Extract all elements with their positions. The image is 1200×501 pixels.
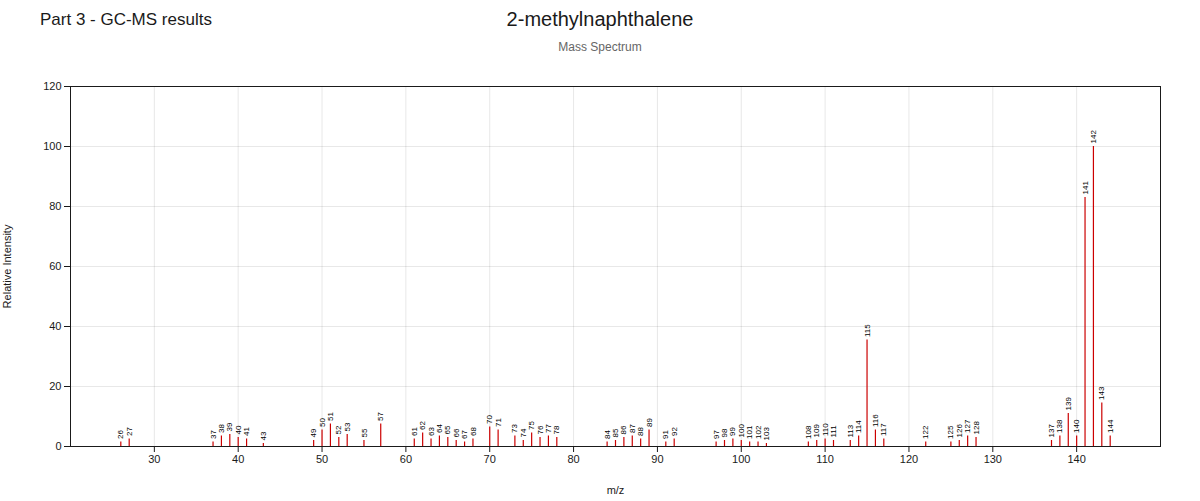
- svg-text:40: 40: [233, 425, 243, 435]
- svg-text:126: 126: [954, 424, 964, 438]
- svg-text:39: 39: [225, 422, 235, 432]
- svg-text:98: 98: [720, 428, 730, 438]
- svg-text:55: 55: [360, 428, 369, 437]
- svg-text:52: 52: [334, 425, 344, 435]
- svg-text:77: 77: [544, 424, 553, 433]
- svg-text:128: 128: [972, 421, 981, 435]
- svg-text:114: 114: [854, 420, 863, 433]
- svg-text:66: 66: [451, 428, 461, 438]
- svg-text:110: 110: [820, 423, 830, 436]
- svg-text:73: 73: [510, 424, 520, 433]
- svg-text:62: 62: [418, 421, 428, 430]
- svg-text:63: 63: [426, 427, 436, 436]
- svg-text:87: 87: [627, 424, 637, 433]
- html-text:Mass Spectrum: Mass Spectrum: [558, 40, 642, 54]
- svg-text:40: 40: [49, 320, 61, 332]
- svg-text:110: 110: [816, 453, 834, 465]
- svg-text:108: 108: [803, 425, 813, 439]
- svg-text:m/z: m/z: [607, 484, 625, 496]
- svg-text:37: 37: [208, 430, 218, 439]
- svg-text:65: 65: [443, 425, 453, 435]
- svg-text:80: 80: [49, 200, 61, 212]
- svg-text:40: 40: [232, 453, 244, 465]
- svg-text:140: 140: [1067, 453, 1085, 465]
- svg-text:49: 49: [309, 428, 318, 437]
- svg-text:20: 20: [49, 380, 61, 392]
- svg-text:97: 97: [711, 430, 721, 439]
- svg-text:102: 102: [753, 425, 763, 439]
- svg-text:26: 26: [116, 430, 126, 439]
- svg-text:60: 60: [49, 260, 61, 272]
- svg-text:0: 0: [55, 440, 61, 452]
- svg-text:50: 50: [317, 418, 327, 427]
- svg-text:103: 103: [762, 427, 771, 441]
- svg-text:127: 127: [963, 419, 973, 433]
- svg-text:100: 100: [43, 140, 61, 152]
- svg-text:71: 71: [494, 418, 503, 427]
- html-text:Part 3 - GC-MS results: Part 3 - GC-MS results: [40, 10, 212, 29]
- svg-text:120: 120: [43, 80, 61, 92]
- svg-text:64: 64: [435, 424, 444, 433]
- svg-text:139: 139: [1064, 397, 1073, 411]
- svg-text:88: 88: [636, 427, 646, 436]
- svg-text:38: 38: [217, 424, 226, 433]
- svg-text:75: 75: [527, 421, 537, 430]
- svg-text:70: 70: [485, 415, 495, 424]
- svg-text:101: 101: [745, 425, 755, 439]
- svg-text:74: 74: [518, 428, 528, 438]
- svg-text:100: 100: [732, 453, 750, 465]
- svg-text:116: 116: [871, 414, 880, 427]
- svg-text:78: 78: [552, 425, 561, 434]
- svg-text:57: 57: [376, 412, 385, 421]
- svg-text:109: 109: [812, 424, 822, 438]
- svg-text:122: 122: [921, 425, 930, 439]
- svg-text:41: 41: [242, 427, 251, 436]
- svg-text:85: 85: [611, 428, 621, 438]
- svg-text:92: 92: [670, 427, 679, 436]
- svg-text:111: 111: [829, 425, 838, 438]
- svg-text:100: 100: [736, 424, 746, 438]
- svg-text:140: 140: [1072, 419, 1081, 433]
- svg-text:61: 61: [409, 427, 419, 436]
- svg-text:113: 113: [845, 424, 855, 438]
- svg-text:130: 130: [984, 453, 1002, 465]
- svg-text:125: 125: [946, 425, 956, 439]
- svg-text:91: 91: [661, 430, 671, 439]
- svg-text:60: 60: [400, 453, 412, 465]
- svg-text:51: 51: [326, 412, 335, 421]
- svg-text:89: 89: [645, 418, 654, 427]
- svg-text:120: 120: [900, 453, 918, 465]
- svg-text:67: 67: [460, 430, 470, 439]
- svg-text:115: 115: [863, 324, 872, 337]
- svg-text:68: 68: [469, 427, 478, 436]
- svg-text:76: 76: [535, 425, 545, 435]
- svg-text:141: 141: [1081, 181, 1090, 195]
- svg-text:86: 86: [619, 425, 629, 435]
- svg-text:142: 142: [1089, 130, 1098, 144]
- html-text:2-methylnaphthalene: 2-methylnaphthalene: [506, 8, 694, 30]
- svg-text:84: 84: [602, 430, 612, 439]
- svg-text:143: 143: [1097, 386, 1106, 400]
- svg-text:Relative Intensity: Relative Intensity: [1, 224, 13, 308]
- svg-text:43: 43: [259, 431, 268, 440]
- svg-text:70: 70: [484, 453, 496, 465]
- svg-text:99: 99: [728, 427, 738, 436]
- svg-text:117: 117: [879, 423, 888, 436]
- svg-text:90: 90: [651, 453, 663, 465]
- svg-text:50: 50: [316, 453, 328, 465]
- svg-text:138: 138: [1055, 419, 1064, 433]
- svg-text:80: 80: [567, 453, 579, 465]
- svg-text:144: 144: [1106, 419, 1115, 433]
- svg-text:137: 137: [1047, 424, 1057, 438]
- svg-text:27: 27: [125, 427, 134, 436]
- svg-text:53: 53: [343, 422, 352, 431]
- svg-text:30: 30: [148, 453, 160, 465]
